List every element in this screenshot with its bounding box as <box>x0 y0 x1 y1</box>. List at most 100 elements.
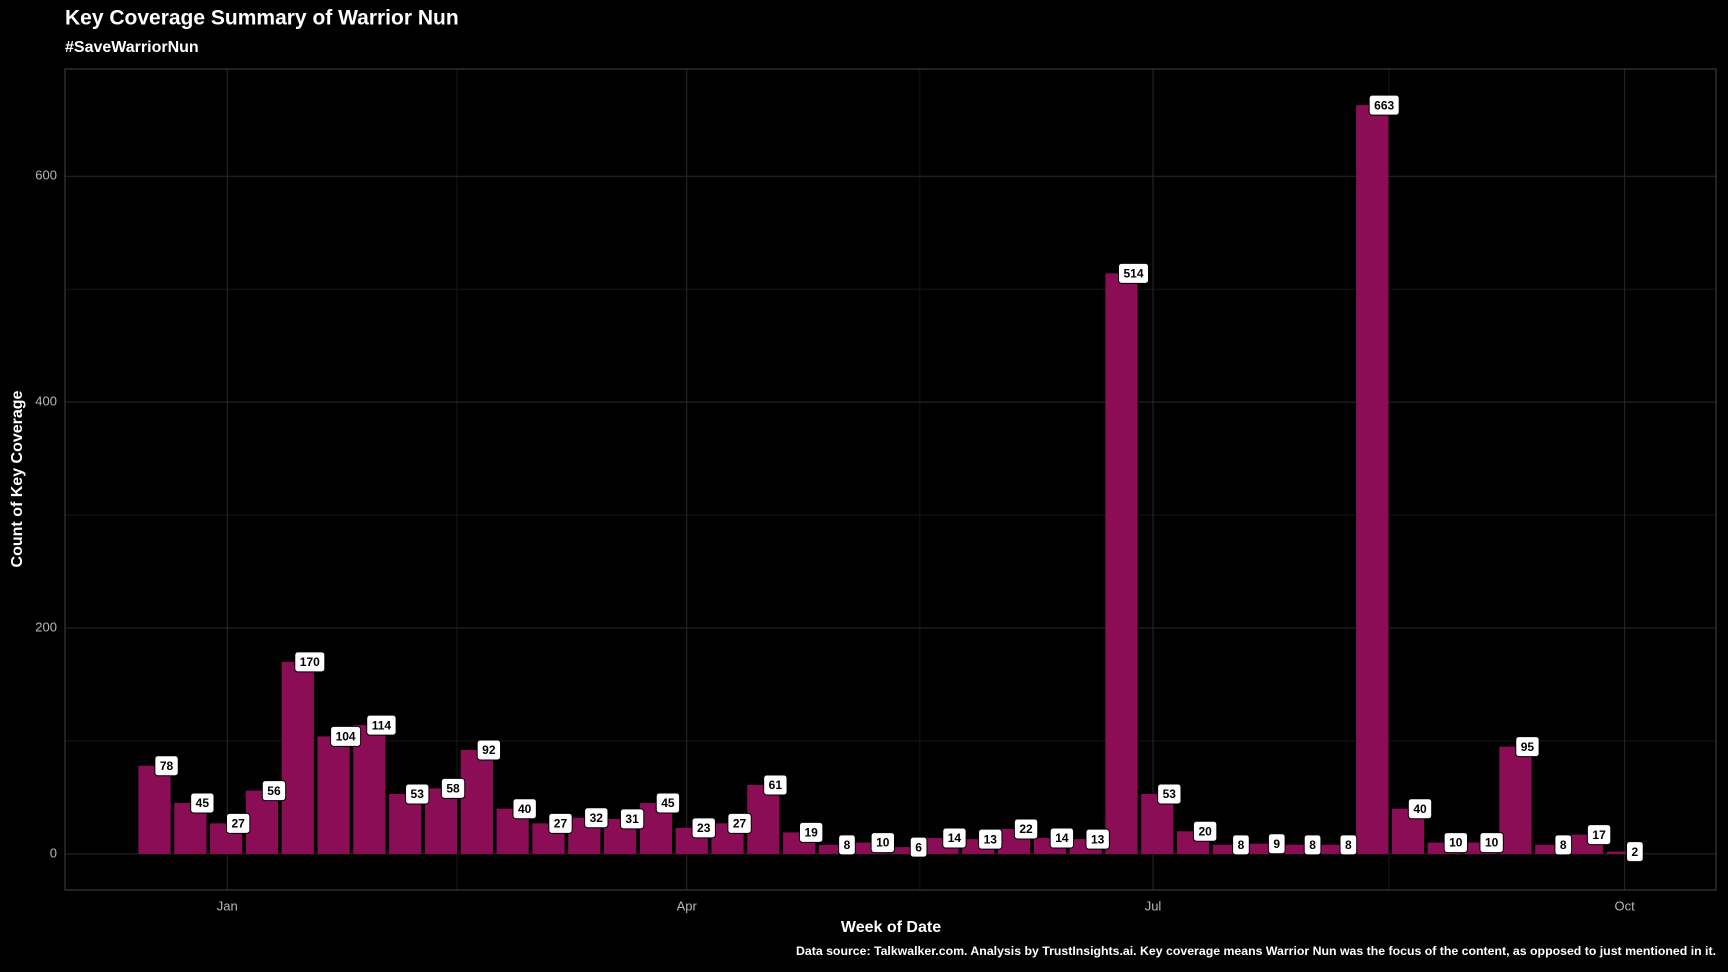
value-label-text: 53 <box>411 787 425 801</box>
value-label-box <box>366 714 397 736</box>
value-label-text: 9 <box>1273 837 1280 851</box>
value-label-box <box>261 780 287 802</box>
value-label-text: 19 <box>804 826 818 840</box>
value-label: 8 <box>1232 834 1250 856</box>
value-label: 2 <box>1626 841 1644 863</box>
value-label-text: 27 <box>733 817 747 831</box>
value-label: 14 <box>1049 827 1075 849</box>
bar <box>818 844 852 854</box>
value-label: 8 <box>1303 834 1322 856</box>
value-label-box <box>190 792 215 814</box>
value-label-text: 13 <box>984 832 998 846</box>
value-label-box <box>978 828 1003 850</box>
value-label-text: 95 <box>1521 740 1535 754</box>
value-label-box <box>1267 833 1286 855</box>
value-label: 8 <box>1554 834 1573 856</box>
value-label-box <box>1049 827 1075 849</box>
value-label: 10 <box>870 832 895 854</box>
bar <box>424 788 458 854</box>
value-label-box <box>405 783 430 805</box>
value-label-text: 10 <box>876 836 890 850</box>
value-label-box <box>1085 828 1110 850</box>
value-label-box <box>870 832 895 854</box>
value-label-box <box>548 812 573 834</box>
value-label-text: 45 <box>661 796 675 810</box>
value-label-box <box>838 834 856 856</box>
bar <box>1535 844 1568 854</box>
value-label-text: 22 <box>1019 822 1033 836</box>
value-label: 9 <box>1267 833 1286 855</box>
value-label: 53 <box>1157 783 1182 805</box>
bar <box>1284 844 1317 854</box>
bar <box>890 847 923 854</box>
value-label-box <box>798 821 824 843</box>
value-label-box <box>330 725 362 747</box>
value-label-box <box>1626 841 1644 863</box>
value-label: 17 <box>1586 824 1612 846</box>
value-label: 10 <box>1479 832 1504 854</box>
value-label-text: 514 <box>1123 267 1143 281</box>
value-label-text: 40 <box>518 802 532 816</box>
value-label: 32 <box>584 807 609 829</box>
value-label-box <box>763 774 788 796</box>
value-label: 78 <box>154 755 179 777</box>
value-label-text: 114 <box>372 718 392 732</box>
value-label: 20 <box>1192 820 1218 842</box>
value-label-text: 56 <box>267 784 281 798</box>
value-label: 53 <box>405 783 430 805</box>
value-label: 27 <box>225 812 251 834</box>
y-axis-title: Count of Key Coverage <box>9 390 26 567</box>
value-label: 170 <box>294 651 326 673</box>
value-label: 40 <box>512 798 537 820</box>
value-label: 23 <box>691 817 716 839</box>
bar <box>747 784 780 854</box>
value-label-text: 58 <box>446 782 460 796</box>
value-label-text: 27 <box>231 817 245 831</box>
value-label: 22 <box>1013 818 1039 840</box>
bar <box>1356 105 1389 854</box>
chart-title: Key Coverage Summary of Warrior Nun <box>65 7 459 30</box>
value-label: 95 <box>1515 736 1540 758</box>
y-tick-label: 0 <box>50 845 57 860</box>
value-label: 13 <box>978 828 1003 850</box>
value-label-text: 6 <box>915 840 922 854</box>
y-tick-label: 200 <box>35 619 57 634</box>
value-label: 6 <box>909 836 928 858</box>
value-label-text: 8 <box>844 838 851 852</box>
value-label: 56 <box>261 780 287 802</box>
bar <box>245 790 279 854</box>
x-tick-label: Jan <box>217 898 238 913</box>
value-label-box <box>909 836 928 858</box>
value-label-text: 104 <box>336 730 356 744</box>
value-label-box <box>225 812 251 834</box>
bar <box>317 736 350 854</box>
value-label-box <box>942 827 967 849</box>
value-label: 58 <box>440 777 466 799</box>
value-label-text: 14 <box>1055 831 1069 845</box>
value-label: 92 <box>476 739 502 761</box>
x-tick-label: Jul <box>1145 898 1162 913</box>
bar <box>1212 844 1246 854</box>
value-label-box <box>1586 824 1612 846</box>
bar <box>281 661 314 854</box>
x-tick-label: Oct <box>1615 898 1636 913</box>
value-label-text: 45 <box>196 796 210 810</box>
value-label: 514 <box>1117 262 1150 284</box>
bar <box>460 749 493 854</box>
plot-border <box>64 68 1717 891</box>
bar <box>1320 844 1353 854</box>
value-label-box <box>476 739 502 761</box>
value-label-box <box>1479 832 1504 854</box>
value-label: 19 <box>798 821 824 843</box>
x-axis-title: Week of Date <box>841 919 941 936</box>
y-tick-label: 600 <box>35 168 57 183</box>
value-label-text: 14 <box>948 831 962 845</box>
value-label: 114 <box>366 714 397 736</box>
value-label: 663 <box>1368 94 1400 116</box>
value-label-text: 170 <box>300 655 320 669</box>
value-label-text: 61 <box>769 778 783 792</box>
value-label-box <box>1339 834 1358 856</box>
value-label-box <box>1443 832 1468 854</box>
value-label-text: 8 <box>1345 838 1352 852</box>
